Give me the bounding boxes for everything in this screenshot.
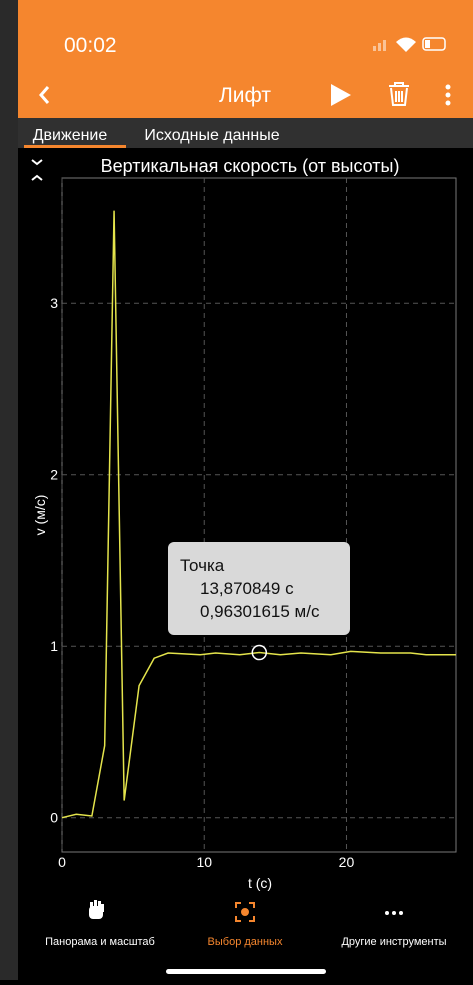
y-tick-label: 0 <box>50 810 58 826</box>
home-indicator <box>166 969 326 974</box>
x-axis-label: t (с) <box>248 875 272 891</box>
status-time: 00:02 <box>64 34 117 57</box>
x-tick-label: 0 <box>58 854 66 870</box>
nav-item[interactable]: Выбор данных <box>208 936 283 948</box>
tab[interactable]: Движение <box>33 127 108 144</box>
toolbar-title: Лифт <box>219 84 271 107</box>
tab-indicator <box>24 145 126 148</box>
more-button[interactable] <box>446 85 451 106</box>
chart-title: Вертикальная скорость (от высоты) <box>101 156 400 176</box>
tooltip-x: 13,870849 с <box>200 579 294 598</box>
tab[interactable]: Исходные данные <box>144 127 279 144</box>
screen: 00:02 Лифт Движение Исходные данные Верт… <box>0 0 473 980</box>
y-tick-label: 3 <box>50 295 58 311</box>
x-tick-label: 20 <box>339 854 355 870</box>
y-axis-label: v (м/с) <box>32 495 48 536</box>
nav-item[interactable]: Панорама и масштаб <box>45 936 155 948</box>
x-tick-label: 10 <box>196 854 212 870</box>
delete-button[interactable] <box>389 83 409 105</box>
nav-item[interactable]: Другие инструменты <box>341 936 446 948</box>
page: 00:02 Лифт Движение Исходные данные Верт… <box>0 0 473 985</box>
y-tick-label: 1 <box>50 638 58 654</box>
tooltip-title: Точка <box>180 556 225 575</box>
icon-more <box>385 911 403 915</box>
side-strip <box>0 0 18 980</box>
y-tick-label: 2 <box>50 467 58 483</box>
tooltip-y: 0,96301615 м/с <box>200 602 320 621</box>
